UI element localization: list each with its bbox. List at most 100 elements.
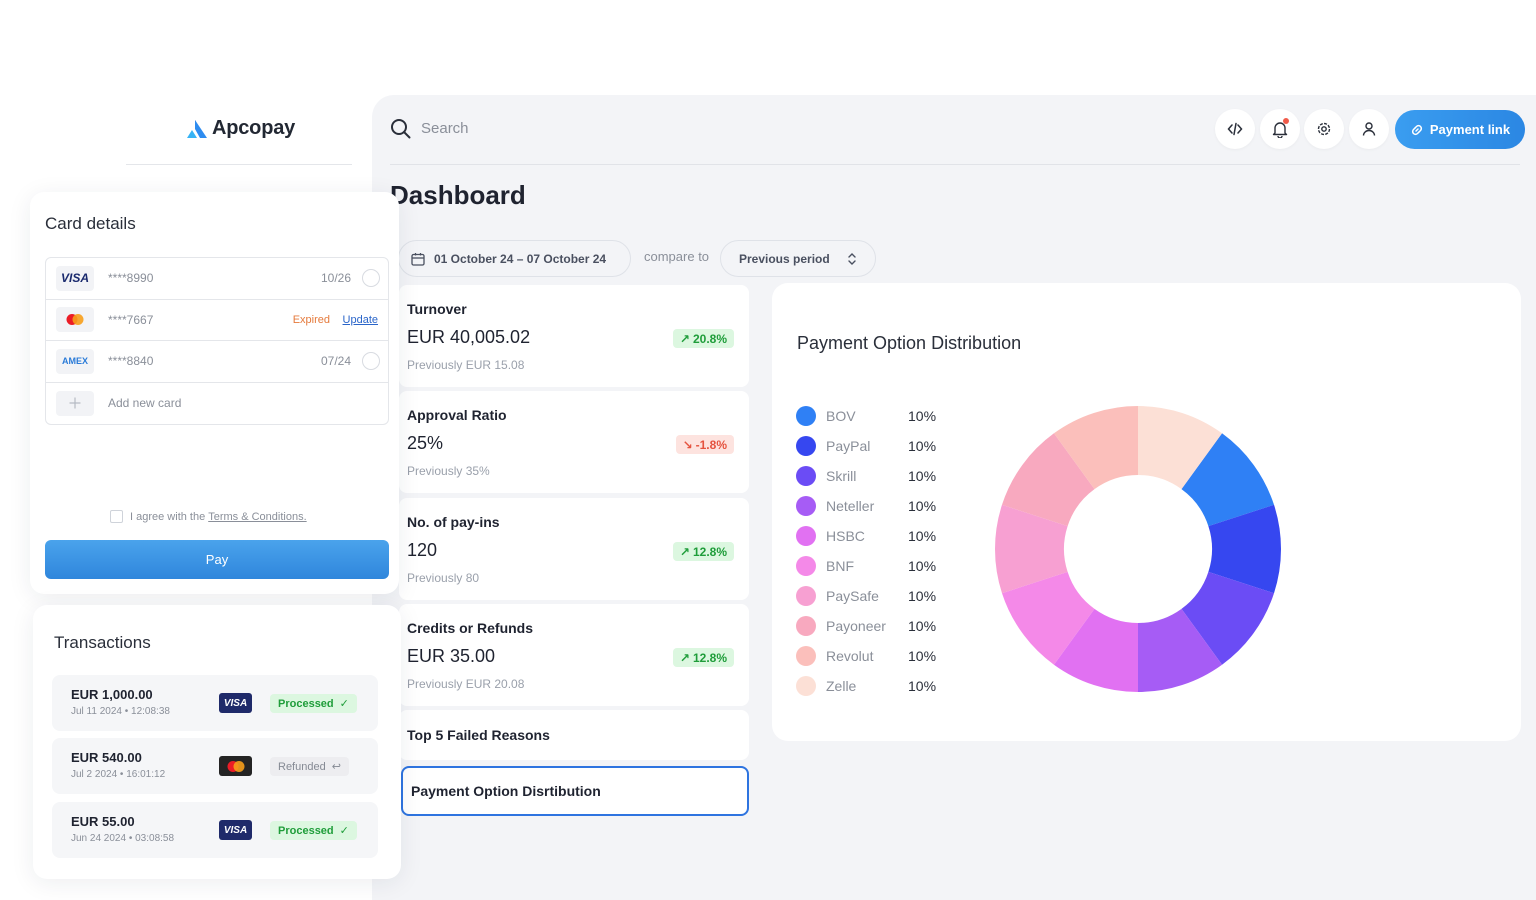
add-new-card-row[interactable]: Add new card [46,383,388,425]
kpi-change-badge: ↗ 20.8% [672,329,734,348]
donut-slice-neteller[interactable] [1105,593,1234,695]
mastercard-logo-icon [66,314,84,326]
visa-icon: VISA [56,265,94,291]
developer-button[interactable] [1215,109,1255,149]
legend-item-hsbc: HSBC 10% [796,521,936,551]
logo[interactable]: Apcopay [186,117,295,140]
donut-slice-skrill[interactable] [1169,555,1280,669]
kpi-value: EUR 35.00 [407,646,496,666]
date-range-picker[interactable]: 01 October 24 – 07 October 24 [398,240,631,277]
kpi-previous: Previously 80 [407,571,480,585]
terms-link[interactable]: Terms & Conditions. [208,510,307,523]
card-details-panel: Card details VISA ****8990 10/26 ****766… [30,192,399,594]
legend-name: Skrill [826,468,857,484]
card-row-mastercard[interactable]: ****7667 Expired Update [46,300,388,341]
kpi-value: 25% [407,433,444,453]
transactions-title: Transactions [54,633,151,652]
transaction-row[interactable]: EUR 540.00 Jul 2 2024 • 16:01:12 Refunde… [52,738,378,794]
donut-slice-paypal[interactable] [1187,481,1284,610]
legend-swatch [796,586,816,606]
saved-cards-list: VISA ****8990 10/26 ****7667 Expired Upd… [45,257,389,425]
legend-percent: 10% [908,528,937,544]
terms-text: I agree with the [130,510,206,523]
card-update-link[interactable]: Update [342,313,378,326]
card-row-amex[interactable]: AMEX ****8840 07/24 [46,341,388,383]
notifications-button[interactable] [1260,109,1300,149]
kpi-card-approval-ratio[interactable]: Approval Ratio 25% ↘ -1.8% Previously 35% [399,391,749,493]
arrow-down-right-icon: ↘ [682,437,693,452]
card-expired-label: Expired [292,313,330,326]
donut-slice-zelle[interactable] [1105,403,1223,501]
plus-icon [56,390,94,416]
amex-icon: AMEX [56,348,94,374]
kpi-card-credits-refunds[interactable]: Credits or Refunds EUR 35.00 ↗ 12.8% Prev… [399,604,749,706]
legend-item-payoneer: Payoneer 10% [796,611,936,641]
kpi-card-turnover[interactable]: Turnover EUR 40,005.02 ↗ 20.8% Previously… [399,285,749,387]
legend-percent: 10% [908,588,937,604]
mastercard-icon [219,756,252,776]
card-row-visa[interactable]: VISA ****8990 10/26 [46,258,388,300]
donut-slice-bov[interactable] [1173,433,1284,550]
transaction-row[interactable]: EUR 1,000.00 Jul 11 2024 • 12:08:38 VISA… [52,675,378,731]
donut-slice-hsbc[interactable] [1053,597,1171,695]
sidebar-divider [126,164,352,165]
code-icon [1227,122,1243,136]
card-brand-label: VISA [60,271,89,286]
legend-item-paysafe: PaySafe 10% [796,581,936,611]
donut-slice-revolut[interactable] [1041,403,1170,505]
status-text: Processed [278,824,334,837]
card-brand-label: AMEX [61,356,88,367]
legend-item-zelle: Zelle 10% [796,671,936,701]
legend-swatch [796,616,816,636]
card-details-title: Card details [45,214,136,233]
donut-slice-bnf[interactable] [992,548,1103,665]
legend-swatch [796,496,816,516]
legend-percent: 10% [908,648,937,664]
kpi-change-badge: ↘ -1.8% [675,435,734,454]
calendar-icon [411,252,425,266]
legend-swatch [796,406,816,426]
legend-item-neteller: Neteller 10% [796,491,936,521]
settings-button[interactable] [1304,109,1344,149]
donut-slice-paysafe[interactable] [992,488,1089,617]
status-badge: Processed ✓ [270,821,357,840]
legend-item-skrill: Skrill 10% [796,461,936,491]
transaction-row[interactable]: EUR 55.00 Jun 24 2024 • 03:08:58 VISA Pr… [52,802,378,858]
payment-link-button[interactable]: Payment link [1395,110,1525,149]
transactions-panel: Transactions EUR 1,000.00 Jul 11 2024 • … [33,605,401,879]
donut-chart [992,403,1284,695]
kpi-value: 120 [407,540,438,560]
legend-percent: 10% [908,468,937,484]
card-expiry: 10/26 [320,271,351,286]
card-number: ****7667 [108,312,154,327]
compare-period-value: Previous period [739,251,830,266]
kpi-change-value: -1.8% [695,437,727,452]
distribution-legend: BOV 10% PayPal 10% Skrill 10% Neteller 10% H… [796,401,936,701]
profile-button[interactable] [1349,109,1389,149]
legend-name: Revolut [826,648,874,664]
kpi-card-pay-ins[interactable]: No. of pay-ins 120 ↗ 12.8% Previously 80 [399,498,749,600]
card-number: ****8990 [108,271,154,286]
card-select-radio[interactable] [362,352,380,371]
transaction-date: Jun 24 2024 • 03:08:58 [71,833,175,844]
payment-distribution-card[interactable]: Payment Option Disrtibution [401,766,749,816]
kpi-title: No. of pay-ins [407,514,500,530]
kpi-title: Turnover [407,301,467,317]
chevron-up-down-icon [848,252,856,265]
failed-reasons-card[interactable]: Top 5 Failed Reasons [399,710,749,760]
transaction-date: Jul 2 2024 • 16:01:12 [71,769,166,780]
compare-period-select[interactable]: Previous period [720,240,876,277]
card-select-radio[interactable] [362,269,380,288]
kpi-change-value: 12.8% [692,544,727,559]
search-input[interactable] [421,120,721,137]
link-icon [1411,124,1422,135]
pay-button[interactable]: Pay [45,540,389,579]
page-title: Dashboard [390,180,526,210]
visa-icon: VISA [219,693,252,713]
donut-slice-payoneer[interactable] [996,429,1107,543]
terms-checkbox[interactable] [110,510,123,523]
legend-item-bnf: BNF 10% [796,551,936,581]
search-bar[interactable] [390,118,721,139]
transaction-brand: VISA [223,697,248,709]
legend-name: PayPal [826,438,871,454]
